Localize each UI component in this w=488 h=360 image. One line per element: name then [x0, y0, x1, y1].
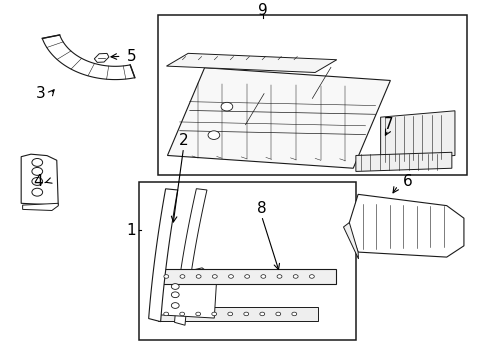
Circle shape: [221, 102, 232, 111]
Text: 7: 7: [383, 117, 392, 132]
Text: 8: 8: [256, 201, 266, 216]
Circle shape: [180, 312, 184, 316]
Polygon shape: [166, 53, 336, 72]
Text: 5: 5: [126, 49, 136, 64]
Circle shape: [163, 312, 168, 316]
Circle shape: [171, 292, 179, 298]
Circle shape: [228, 275, 233, 278]
Circle shape: [32, 158, 42, 166]
Polygon shape: [22, 203, 58, 211]
Circle shape: [309, 275, 314, 278]
Polygon shape: [158, 269, 335, 284]
Circle shape: [244, 312, 248, 316]
Circle shape: [259, 312, 264, 316]
Circle shape: [212, 275, 217, 278]
Circle shape: [196, 275, 201, 278]
Polygon shape: [167, 68, 389, 168]
Circle shape: [244, 275, 249, 278]
Circle shape: [32, 177, 42, 185]
Polygon shape: [153, 268, 216, 318]
Circle shape: [291, 312, 296, 316]
Polygon shape: [148, 189, 177, 321]
Circle shape: [171, 284, 179, 289]
Polygon shape: [348, 194, 463, 257]
Polygon shape: [21, 154, 58, 205]
Bar: [158, 15, 467, 175]
Circle shape: [211, 312, 216, 316]
Polygon shape: [42, 35, 135, 80]
Polygon shape: [94, 53, 109, 62]
Polygon shape: [158, 307, 318, 321]
Text: 6: 6: [402, 174, 412, 189]
Circle shape: [163, 275, 168, 278]
Polygon shape: [355, 152, 451, 171]
Text: 1: 1: [126, 223, 136, 238]
Text: 2: 2: [179, 133, 188, 148]
Polygon shape: [174, 189, 206, 325]
Circle shape: [277, 275, 282, 278]
Polygon shape: [380, 111, 454, 162]
Circle shape: [171, 303, 179, 309]
Circle shape: [261, 275, 265, 278]
Polygon shape: [343, 222, 358, 259]
Circle shape: [32, 188, 42, 196]
Text: 4: 4: [33, 174, 42, 189]
Text: 9: 9: [258, 3, 267, 18]
Circle shape: [275, 312, 280, 316]
Circle shape: [293, 275, 298, 278]
Circle shape: [207, 131, 219, 139]
Circle shape: [227, 312, 232, 316]
Circle shape: [32, 167, 42, 175]
Circle shape: [195, 312, 200, 316]
Bar: [139, 182, 355, 339]
Text: 3: 3: [36, 86, 45, 102]
Circle shape: [180, 275, 184, 278]
